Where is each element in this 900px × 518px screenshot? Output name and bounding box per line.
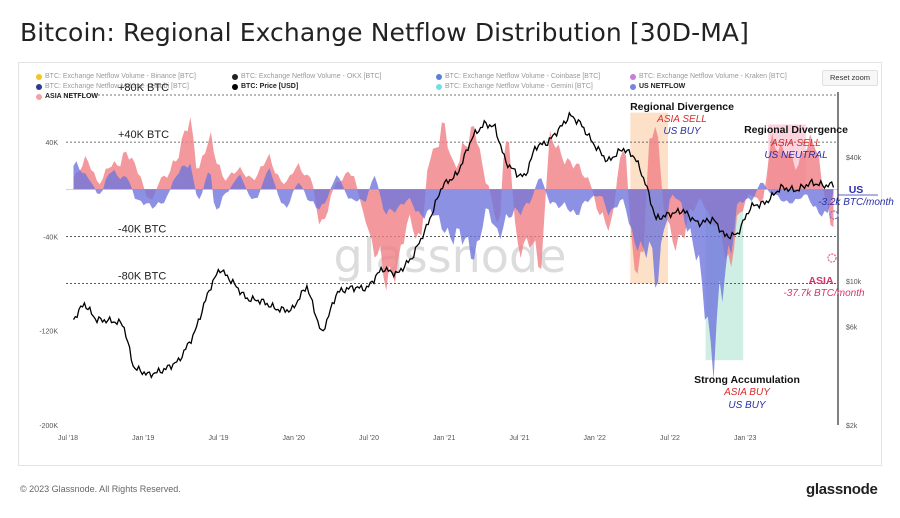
legend-item-2[interactable]: BTC: Exchange Netflow Volume - OKX [BTC]	[232, 73, 381, 80]
y-left-tick-label: -120K	[39, 329, 58, 336]
annotation-title: Regional Divergence	[744, 124, 848, 136]
legend-dot-icon	[232, 83, 238, 90]
x-tick-label: Jan '22	[584, 435, 606, 442]
asia-label: ASIA	[808, 275, 834, 287]
legend-label: BTC: Exchange Netflow Volume - OKX [BTC]	[241, 73, 382, 80]
legend-item-7[interactable]: BTC: Exchange Netflow Volume - Gemini [B…	[436, 83, 593, 90]
legend-dot-icon	[36, 93, 42, 100]
y-left-tick-label: -40K	[43, 234, 58, 241]
annotation-asia: ASIA BUY	[723, 387, 771, 398]
legend-label: BTC: Exchange Netflow Volume - Coinbase …	[445, 73, 601, 80]
us-rate-label: -3.2k BTC/month	[818, 197, 894, 208]
annotation-us: US NEUTRAL	[764, 150, 827, 161]
reference-label: -80K BTC	[118, 271, 166, 283]
legend-dot-icon	[630, 83, 636, 90]
x-tick-label: Jan '19	[132, 435, 154, 442]
annotation-asia: ASIA SELL	[770, 138, 821, 149]
legend-dot-icon	[436, 73, 442, 80]
annotation-title: Strong Accumulation	[694, 374, 800, 386]
legend-dot-icon	[436, 83, 442, 90]
x-tick-label: Jul '19	[208, 435, 228, 442]
y-right-tick-label: $40k	[846, 155, 862, 162]
legend-label: BTC: Price [USD]	[241, 83, 299, 90]
chart-title: Bitcoin: Regional Exchange Netflow Distr…	[20, 18, 749, 47]
legend-dot-icon	[36, 73, 42, 80]
y-left-tick-label: -200K	[39, 423, 58, 430]
x-tick-label: Jan '21	[433, 435, 455, 442]
asia-rate-label: -37.7k BTC/month	[783, 288, 865, 299]
legend-item-4[interactable]: BTC: Exchange Netflow Volume - Kraken [B…	[630, 73, 787, 80]
legend-item-8[interactable]: US NETFLOW	[630, 83, 685, 90]
x-tick-label: Jan '20	[283, 435, 305, 442]
annotation-us: US BUY	[663, 126, 702, 137]
annotation-title: Regional Divergence	[630, 101, 734, 113]
annotation-us: US BUY	[728, 400, 767, 411]
x-tick-label: Jul '18	[58, 435, 78, 442]
legend-item-5[interactable]: BTC: Exchange Netflow Volume - Huobi [BT…	[36, 83, 189, 90]
us-netflow-area	[73, 161, 834, 381]
copyright-footer: © 2023 Glassnode. All Rights Reserved.	[20, 484, 181, 494]
legend-dot-icon	[232, 73, 238, 80]
legend-item-9[interactable]: ASIA NETFLOW	[36, 93, 98, 100]
legend-item-3[interactable]: BTC: Exchange Netflow Volume - Coinbase …	[436, 73, 600, 80]
legend-label: US NETFLOW	[639, 83, 686, 90]
legend-item-6[interactable]: BTC: Price [USD]	[232, 83, 298, 90]
legend-label: BTC: Exchange Netflow Volume - Binance […	[45, 73, 196, 80]
reference-label: +40K BTC	[118, 129, 169, 141]
reference-label: -40K BTC	[118, 223, 166, 235]
x-tick-label: Jul '20	[359, 435, 379, 442]
y-right-tick-label: $6k	[846, 325, 858, 332]
legend-dot-icon	[630, 73, 636, 80]
reference-label: +80K BTC	[118, 82, 169, 94]
legend-label: BTC: Exchange Netflow Volume - Kraken [B…	[639, 73, 787, 80]
legend-label: BTC: Exchange Netflow Volume - Gemini [B…	[445, 83, 593, 90]
y-left-tick-label: 40K	[46, 140, 59, 147]
us-label: US	[849, 184, 864, 196]
annotation-asia: ASIA SELL	[656, 114, 707, 125]
x-tick-label: Jul '22	[660, 435, 680, 442]
x-tick-label: Jan '23	[734, 435, 756, 442]
x-tick-label: Jul '21	[509, 435, 529, 442]
legend-label: BTC: Exchange Netflow Volume - Huobi [BT…	[45, 83, 189, 90]
y-right-tick-label: $10k	[846, 279, 862, 286]
reset-zoom-button[interactable]: Reset zoom	[822, 70, 878, 86]
btc-price-line	[72, 111, 835, 380]
asia-marker-icon	[827, 253, 837, 263]
glassnode-logo: glassnode	[806, 481, 878, 498]
legend-label: ASIA NETFLOW	[45, 93, 99, 100]
y-right-tick-label: $2k	[846, 423, 858, 430]
legend-dot-icon	[36, 83, 42, 90]
legend-item-1[interactable]: BTC: Exchange Netflow Volume - Binance […	[36, 73, 196, 80]
us-marker-icon	[829, 210, 839, 220]
